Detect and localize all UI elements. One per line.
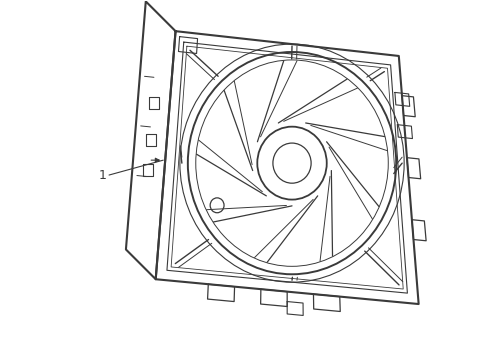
Text: 1: 1 bbox=[98, 168, 106, 181]
